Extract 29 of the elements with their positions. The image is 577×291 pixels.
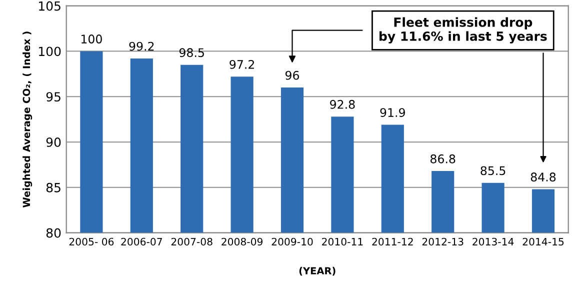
y-tick-label: 90 [46, 137, 61, 147]
y-tick-label: 80 [46, 228, 61, 238]
annotation: Fleet emission drop by 11.6% in last 5 years [380, 17, 547, 44]
x-tick-label: 2014-15 [522, 238, 564, 246]
x-tick-label: 2012-13 [422, 238, 464, 246]
data-label: 96 [285, 70, 300, 80]
data-label: 99.2 [129, 42, 154, 51]
x-tick-label: 2008-09 [222, 238, 263, 246]
data-label: 84.8 [530, 172, 556, 182]
x-tick-label: 2007-08 [171, 238, 212, 246]
data-label: 92.8 [330, 100, 355, 109]
y-axis-title: Weighted Average CO₂, ( Index ) [22, 32, 32, 208]
data-label: 98.5 [179, 48, 204, 58]
x-axis-title: (YEAR) [299, 266, 336, 276]
x-tick-label: 2005- 06 [69, 238, 114, 246]
x-tick-label: 2006-07 [121, 238, 162, 246]
x-tick-label: 2011-12 [372, 238, 413, 246]
x-tick-label: 2009-10 [272, 238, 313, 246]
data-label: 86.8 [430, 154, 456, 164]
data-label: 97.2 [230, 60, 254, 69]
data-label: 100 [81, 34, 102, 44]
data-label: 85.5 [480, 166, 506, 176]
data-label: 91.9 [380, 108, 405, 118]
y-tick-label: 95 [46, 92, 60, 102]
x-tick-label: 2010-11 [322, 238, 363, 246]
y-tick-label: 85 [46, 182, 60, 192]
y-tick-label: 105 [39, 1, 60, 11]
x-tick-label: 2013-14 [472, 238, 514, 246]
y-tick-label: 100 [39, 46, 61, 56]
